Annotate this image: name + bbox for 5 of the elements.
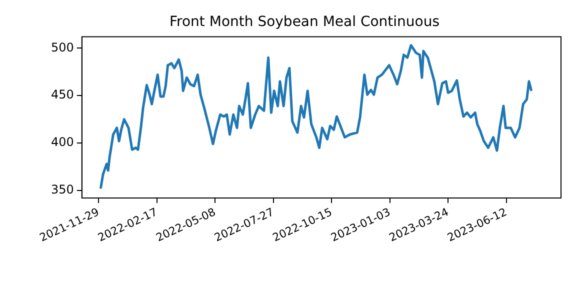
y-tick-label: 500	[51, 40, 74, 54]
y-tick-label: 350	[51, 182, 74, 197]
y-tick-label: 400	[51, 135, 74, 150]
chart-title: Front Month Soybean Meal Continuous	[169, 14, 440, 30]
y-tick-label: 450	[51, 88, 74, 102]
